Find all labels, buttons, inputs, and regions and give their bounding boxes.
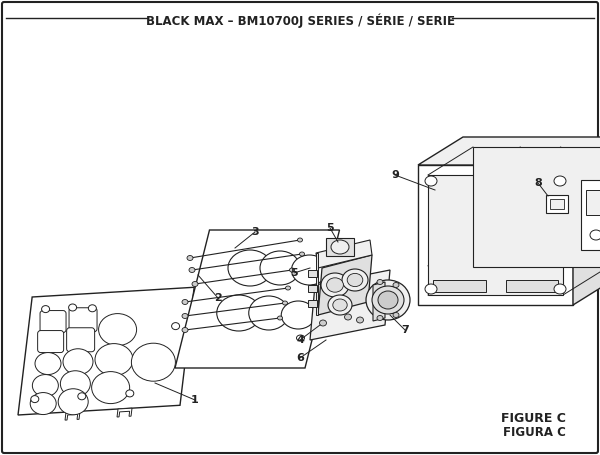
Ellipse shape	[217, 295, 261, 331]
Bar	[586, 190, 600, 215]
Ellipse shape	[63, 349, 93, 375]
Ellipse shape	[372, 286, 404, 314]
Ellipse shape	[590, 230, 600, 240]
Polygon shape	[418, 137, 600, 165]
Ellipse shape	[182, 313, 188, 318]
Ellipse shape	[182, 299, 188, 304]
Text: 2: 2	[214, 293, 222, 303]
Ellipse shape	[333, 299, 347, 311]
Ellipse shape	[249, 296, 289, 330]
Text: 7: 7	[401, 325, 409, 335]
Text: FIGURA C: FIGURA C	[503, 426, 566, 440]
Ellipse shape	[78, 393, 86, 400]
Ellipse shape	[331, 240, 349, 254]
Ellipse shape	[377, 279, 383, 284]
Bar	[581, 180, 600, 250]
Ellipse shape	[299, 252, 305, 256]
Ellipse shape	[283, 301, 287, 305]
Ellipse shape	[126, 390, 134, 397]
Polygon shape	[310, 270, 390, 340]
Text: FIGURE C: FIGURE C	[501, 411, 566, 425]
Ellipse shape	[554, 176, 566, 186]
Ellipse shape	[286, 286, 290, 290]
Ellipse shape	[68, 304, 77, 311]
Polygon shape	[573, 137, 600, 305]
Ellipse shape	[260, 251, 300, 285]
Text: 6: 6	[296, 353, 304, 363]
Polygon shape	[428, 175, 563, 295]
Ellipse shape	[31, 395, 39, 403]
Bar	[308, 270, 317, 277]
Ellipse shape	[328, 295, 352, 315]
Ellipse shape	[378, 291, 398, 309]
Ellipse shape	[290, 268, 295, 272]
Ellipse shape	[32, 374, 58, 397]
Ellipse shape	[61, 371, 91, 397]
Ellipse shape	[425, 284, 437, 294]
Ellipse shape	[393, 313, 399, 318]
Polygon shape	[65, 411, 80, 420]
Ellipse shape	[309, 285, 317, 291]
Bar	[308, 285, 317, 292]
Ellipse shape	[298, 238, 302, 242]
Ellipse shape	[292, 255, 328, 285]
Ellipse shape	[131, 343, 175, 381]
Ellipse shape	[326, 278, 343, 292]
Bar	[546, 195, 568, 213]
Text: 1: 1	[191, 395, 199, 405]
Ellipse shape	[377, 315, 383, 320]
Text: BLACK MAX – BM10700J SERIES / SÉRIE / SERIE: BLACK MAX – BM10700J SERIES / SÉRIE / SE…	[146, 13, 455, 27]
FancyBboxPatch shape	[69, 308, 97, 332]
Text: 8: 8	[534, 178, 542, 188]
Polygon shape	[117, 408, 132, 417]
Ellipse shape	[277, 316, 283, 320]
Text: 4: 4	[296, 335, 304, 345]
Ellipse shape	[228, 250, 272, 286]
Ellipse shape	[321, 273, 349, 297]
Polygon shape	[473, 147, 600, 267]
Polygon shape	[418, 165, 573, 305]
Ellipse shape	[35, 353, 61, 374]
FancyBboxPatch shape	[67, 328, 95, 352]
Ellipse shape	[554, 284, 566, 294]
FancyBboxPatch shape	[38, 331, 64, 353]
Ellipse shape	[30, 393, 56, 415]
Polygon shape	[318, 255, 372, 315]
Text: 3: 3	[251, 227, 259, 237]
Ellipse shape	[393, 283, 399, 288]
Ellipse shape	[281, 301, 315, 329]
Polygon shape	[373, 282, 385, 321]
Ellipse shape	[344, 314, 352, 320]
Ellipse shape	[187, 256, 193, 261]
Ellipse shape	[296, 335, 305, 341]
Ellipse shape	[320, 320, 326, 326]
Text: 9: 9	[391, 170, 399, 180]
Ellipse shape	[356, 317, 364, 323]
Text: 5: 5	[326, 223, 334, 233]
Bar	[308, 300, 317, 307]
Polygon shape	[316, 253, 318, 315]
Ellipse shape	[92, 372, 130, 404]
Bar	[550, 199, 564, 209]
Ellipse shape	[41, 306, 50, 313]
Ellipse shape	[95, 344, 133, 375]
Text: 5: 5	[290, 268, 298, 278]
Ellipse shape	[342, 269, 368, 291]
Ellipse shape	[98, 313, 137, 346]
Polygon shape	[316, 240, 372, 268]
FancyBboxPatch shape	[40, 311, 66, 333]
Ellipse shape	[189, 268, 195, 273]
Ellipse shape	[347, 273, 363, 287]
Polygon shape	[18, 287, 194, 415]
Ellipse shape	[58, 389, 88, 415]
Ellipse shape	[172, 323, 179, 329]
Ellipse shape	[88, 305, 97, 312]
Bar	[326, 238, 354, 256]
Bar	[433, 280, 485, 292]
Ellipse shape	[425, 176, 437, 186]
Ellipse shape	[182, 328, 188, 333]
Polygon shape	[175, 230, 340, 368]
Ellipse shape	[192, 282, 198, 287]
Ellipse shape	[366, 280, 410, 320]
